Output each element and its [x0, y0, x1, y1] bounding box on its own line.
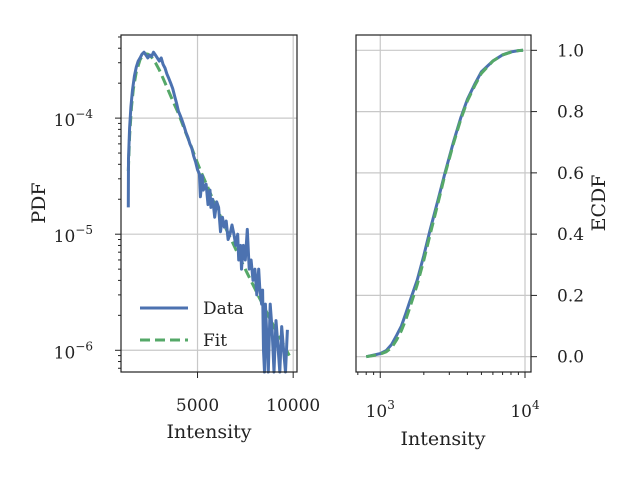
ecdf-ticks: 103 104 0.0 0.2 0.4 0.6 0.8 1.0 — [357, 41, 584, 422]
ecdf-y-tick-label: 0.4 — [557, 225, 584, 245]
ecdf-x-tick-label: 103 — [366, 398, 395, 422]
ecdf-grid — [356, 35, 531, 372]
ecdf-fit-line — [365, 48, 524, 359]
ecdf-data-line — [365, 48, 524, 359]
ecdf-y-axis-label: ECDF — [588, 175, 610, 232]
pdf-legend: Data Fit — [140, 299, 244, 351]
legend-data-label: Data — [203, 299, 244, 319]
pdf-x-tick-label: 10000 — [266, 396, 320, 416]
pdf-series — [126, 50, 291, 374]
ecdf-panel: 103 104 0.0 0.2 0.4 0.6 0.8 1.0 Intensity ECDF — [355, 34, 610, 450]
ecdf-series — [365, 48, 524, 359]
pdf-x-tick-label: 5000 — [176, 396, 219, 416]
pdf-y-tick-label: 10−5 — [54, 223, 93, 247]
pdf-grid — [121, 35, 297, 372]
pdf-y-axis-label: PDF — [28, 182, 50, 223]
legend-fit-label: Fit — [203, 331, 227, 351]
pdf-y-tick-label: 10−4 — [54, 107, 94, 131]
ecdf-y-tick-label: 1.0 — [557, 41, 584, 61]
pdf-data-line — [126, 50, 289, 374]
ecdf-axes-frame — [355, 34, 532, 373]
pdf-axes-frame — [120, 34, 298, 373]
ecdf-y-tick-label: 0.2 — [557, 286, 584, 306]
ecdf-y-tick-label: 0.0 — [557, 348, 584, 368]
ecdf-y-tick-label: 0.6 — [557, 164, 584, 184]
ecdf-x-axis-label: Intensity — [400, 428, 485, 450]
pdf-y-tick-label: 10−6 — [54, 339, 93, 363]
pdf-panel: 5000 10000 10−6 10−5 10−4 Intensity PDF Data… — [28, 34, 320, 443]
pdf-ticks: 5000 10000 10−6 10−5 10−4 — [54, 36, 320, 416]
ecdf-y-tick-label: 0.8 — [557, 103, 584, 123]
ecdf-x-tick-label: 104 — [510, 398, 540, 422]
pdf-x-axis-label: Intensity — [166, 421, 251, 443]
